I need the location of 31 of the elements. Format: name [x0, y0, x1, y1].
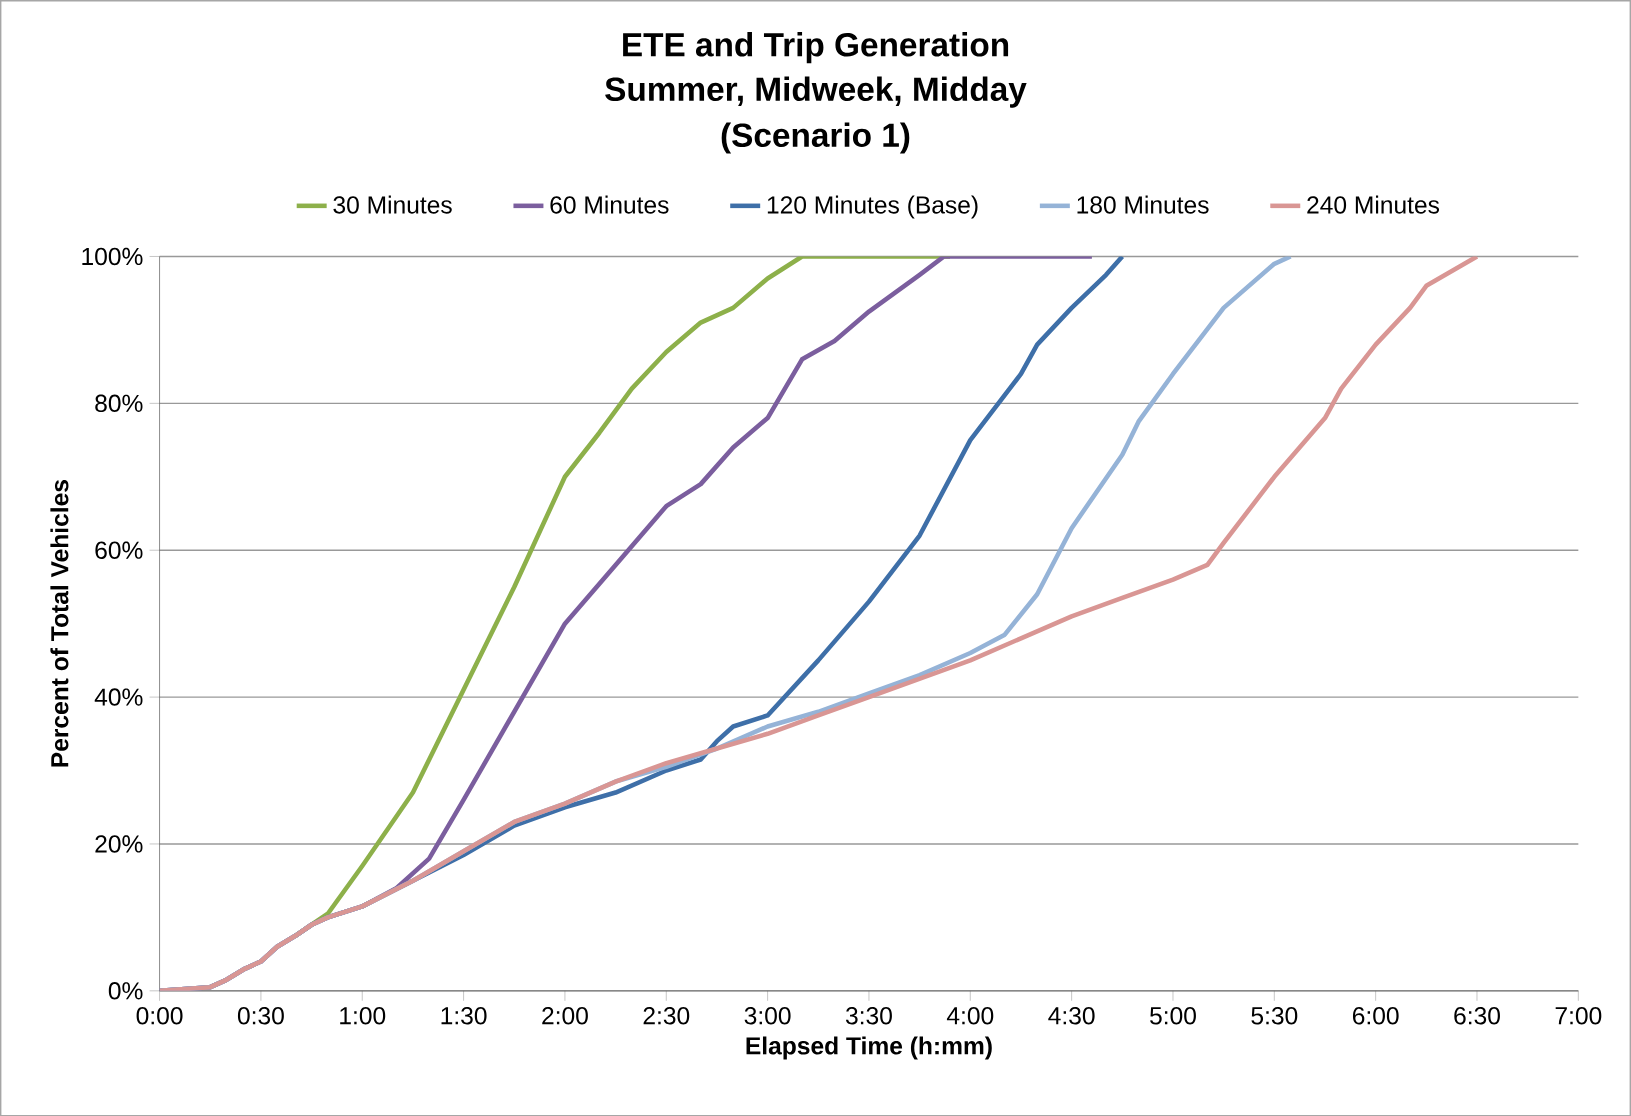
chart-title: ETE and Trip Generation	[623, 31, 1009, 63]
chart-subtitle: Summer, Midweek, Midday	[605, 76, 1027, 108]
legend-label: 180 Minutes	[1077, 195, 1209, 214]
x-tick-label: 2:00	[542, 1006, 588, 1025]
x-tick-label: 2:30	[643, 1006, 690, 1025]
legend-label: 240 Minutes	[1307, 195, 1440, 214]
x-tick-label: 4:30	[1048, 1006, 1095, 1025]
x-tick-label: 1:00	[340, 1006, 386, 1025]
y-tick-label: 40%	[94, 688, 143, 706]
x-tick-label: 0:30	[237, 1006, 284, 1025]
x-tick-label: 4:00	[946, 1006, 994, 1025]
x-tick-label: 5:00	[1150, 1006, 1196, 1025]
y-tick-label: 100%	[82, 247, 143, 265]
x-tick-label: 6:30	[1454, 1006, 1500, 1025]
x-tick-label: 3:00	[744, 1006, 791, 1025]
y-tick-label: 0%	[108, 981, 143, 1000]
y-axis-title: Percent of Total Vehicles	[50, 479, 69, 767]
x-tick-label: 5:30	[1251, 1006, 1298, 1025]
x-tick-label: 7:00	[1555, 1006, 1602, 1025]
x-tick-label: 0:00	[136, 1006, 183, 1025]
legend-label: 60 Minutes	[550, 195, 669, 214]
legend-label: 120 Minutes (Base)	[767, 195, 978, 219]
y-tick-label: 80%	[95, 394, 143, 412]
y-tick-label: 20%	[95, 835, 143, 853]
x-axis-title: Elapsed Time (h:mm)	[746, 1036, 992, 1060]
x-tick-label: 1:30	[441, 1006, 487, 1025]
x-tick-label: 3:30	[845, 1006, 892, 1025]
legend-label: 30 Minutes	[333, 195, 452, 214]
x-tick-label: 6:00	[1352, 1006, 1399, 1025]
y-tick-label: 60%	[95, 541, 143, 559]
text: (Scenario 1)	[721, 122, 910, 154]
